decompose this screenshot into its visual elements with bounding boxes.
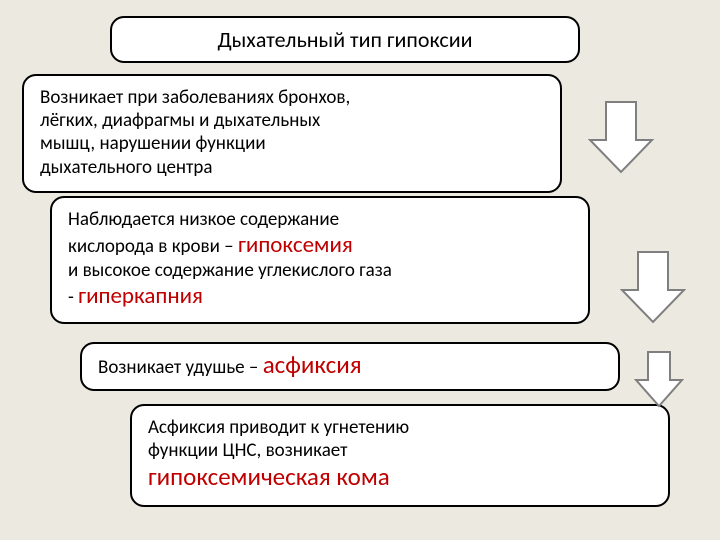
term-hypercapnia: гиперкапния [78,282,203,310]
b4-l2: функции ЦНС, возникает [148,439,652,462]
arrow-down-3 [634,350,684,408]
arrow-down-1 [588,100,654,174]
b3-l1a: Возникает удушье – [98,356,263,379]
title-text: Дыхательный тип гипоксии [217,26,472,53]
b3-l1: Возникает удушье – асфиксия [98,350,602,381]
b2-l3: и высокое содержание углекислого газа [68,259,572,282]
b1-l3: мышц, нарушении функции [40,132,544,155]
b2-l2a: кислорода в крови – [68,235,238,258]
b1-l1: Возникает при заболеваниях бронхов, [40,86,544,109]
b1-l2: лёгких, диафрагмы и дыхательных [40,109,544,132]
term-hypoxemia: гипоксемия [238,231,353,259]
box-coma: Асфиксия приводит к угнетению функции ЦН… [130,404,670,507]
b4-l1: Асфиксия приводит к угнетению [148,416,652,439]
b1-l4: дыхательного центра [40,156,544,179]
b2-l4: - гиперкапния [68,282,572,310]
box-causes: Возникает при заболеваниях бронхов, лёгк… [22,74,562,193]
b2-l1: Наблюдается низкое содержание [68,208,572,231]
box-hypoxemia: Наблюдается низкое содержание кислорода … [50,196,590,324]
box-asphyxia: Возникает удушье – асфиксия [80,342,620,391]
arrow-down-2 [620,250,686,324]
b2-l2: кислорода в крови – гипоксемия [68,231,572,259]
term-coma: гипоксемическая кома [148,461,390,492]
term-asphyxia: асфиксия [263,349,362,380]
b2-l4a: - [68,286,78,309]
title-box: Дыхательный тип гипоксии [110,16,580,63]
